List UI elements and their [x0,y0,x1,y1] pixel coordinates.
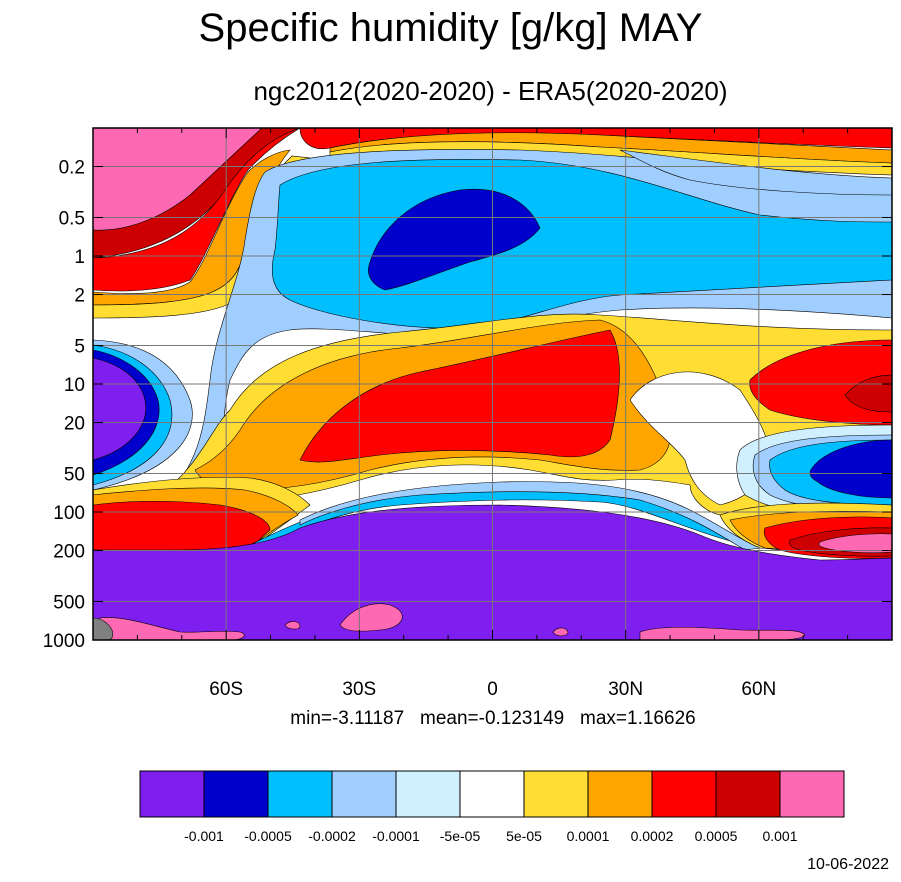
contour-region-surface-pink-4 [552,627,569,637]
colorbar-label-7: 0.0002 [631,828,674,844]
colorbar-swatch-5 [459,770,525,818]
x-tick-label-3: 30N [608,679,643,700]
y-tick-label-9: 200 [53,542,85,563]
colorbar-label-2: -0.0002 [308,828,356,844]
colorbar-swatch-6 [523,770,589,818]
colorbar-label-4: -5e-05 [440,828,481,844]
x-tick-label-2: 0 [487,679,498,700]
colorbar-label-3: -0.0001 [372,828,420,844]
colorbar-label-5: 5e-05 [506,828,542,844]
colorbar-swatch-9 [715,770,781,818]
contour-region-right-lower-pink [818,533,892,554]
chart-subtitle: ngc2012(2020-2020) - ERA5(2020-2020) [253,76,728,106]
colorbar-swatch-1 [203,770,269,818]
y-tick-label-0: 0.2 [59,158,85,179]
x-axis: 60S 30S 0 30N 60N [136,128,849,700]
colorbar: -0.001 -0.0005 -0.0002 -0.0001 -5e-05 5e-05 0.… [139,770,845,844]
chart-title: Specific humidity [g/kg] MAY [198,6,703,50]
colorbar-swatch-2 [267,770,333,818]
contour-region-surface-pink-2 [339,603,403,632]
colorbar-label-8: 0.0005 [695,828,738,844]
colorbar-swatch-4 [395,770,461,818]
x-tick-label-4: 60N [741,679,776,700]
x-tick-label-0: 60S [209,679,243,700]
colorbar-swatch-3 [331,770,397,818]
colorbar-swatch-8 [651,770,717,818]
date-label: 10-06-2022 [807,856,889,873]
x-tick-label-1: 30S [342,679,376,700]
contour-region-surface-pink-3 [284,621,301,630]
contour-region-upper-darkblue [368,188,541,291]
colorbar-swatch-10 [779,770,845,818]
contour-region-top-left-red [93,128,301,292]
colorbar-label-0: -0.001 [184,828,224,844]
colorbar-label-1: -0.0005 [244,828,292,844]
contour-region-right-darkblue [809,439,892,499]
colorbar-label-6: 0.0001 [567,828,610,844]
colorbar-swatch-7 [587,770,653,818]
contour-region-upper-right-lightblue-upper [619,149,892,196]
contour-region-mid-red [299,329,620,463]
y-tick-label-8: 100 [53,503,85,524]
y-tick-label-3: 2 [74,286,85,307]
colorbar-swatch-0 [139,770,205,818]
contour-region-surface-pink-1 [99,617,245,640]
stats-text: min=-3.11187 mean=-0.123149 max=1.16626 [290,708,696,729]
y-tick-label-4: 5 [74,336,85,357]
y-tick-label-6: 20 [64,414,85,435]
contour-region-surface-pink-5 [639,626,806,640]
contour-region-lower-lightblue-band [299,481,762,551]
y-axis: 0.2 0.5 1 2 5 10 20 50 100 200 500 1000 [43,158,892,652]
y-tick-label-1: 0.5 [59,208,85,229]
y-tick-label-10: 500 [53,592,85,613]
y-tick-label-5: 10 [64,375,85,396]
y-tick-label-2: 1 [74,247,85,268]
y-tick-label-7: 50 [64,464,85,485]
y-tick-label-11: 1000 [43,631,85,652]
colorbar-label-9: 0.001 [762,828,797,844]
